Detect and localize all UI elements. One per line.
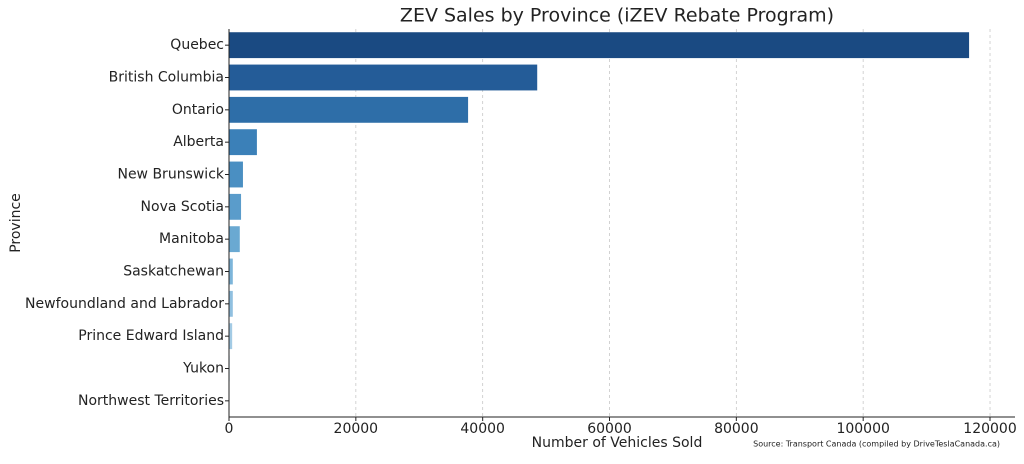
- y-tick-label: British Columbia: [109, 70, 224, 86]
- y-tick-label: Quebec: [170, 37, 224, 53]
- x-tick-label: 40000: [460, 421, 505, 437]
- bar: [229, 162, 243, 188]
- x-axis-label: Number of Vehicles Sold: [532, 435, 703, 451]
- y-tick-label: New Brunswick: [117, 167, 224, 183]
- bar: [229, 226, 240, 252]
- y-tick-label: Saskatchewan: [123, 264, 224, 280]
- bar: [229, 291, 233, 317]
- bar: [229, 65, 537, 91]
- y-tick-label: Yukon: [182, 361, 224, 377]
- y-tick-label: Ontario: [172, 102, 224, 118]
- bar: [229, 194, 241, 220]
- y-axis-label: Province: [8, 193, 24, 253]
- y-tick-label: Alberta: [173, 134, 224, 150]
- source-note: Source: Transport Canada (compiled by Dr…: [753, 440, 1000, 449]
- x-tick-label: 80000: [714, 421, 759, 437]
- y-tick-label: Nova Scotia: [141, 199, 224, 215]
- bar: [229, 97, 468, 123]
- chart-title: ZEV Sales by Province (iZEV Rebate Progr…: [400, 5, 834, 27]
- bar: [229, 32, 969, 58]
- y-tick-label: Northwest Territories: [78, 393, 224, 409]
- x-tick-label: 60000: [587, 421, 632, 437]
- bar: [229, 129, 257, 155]
- y-tick-label: Prince Edward Island: [78, 328, 224, 344]
- x-tick-label: 120000: [963, 421, 1016, 437]
- x-tick-label: 0: [225, 421, 234, 437]
- bar: [229, 259, 233, 285]
- x-tick-label: 20000: [334, 421, 379, 437]
- y-tick-label: Newfoundland and Labrador: [25, 296, 224, 312]
- x-tick-label: 100000: [836, 421, 889, 437]
- y-tick-label: Manitoba: [159, 231, 224, 247]
